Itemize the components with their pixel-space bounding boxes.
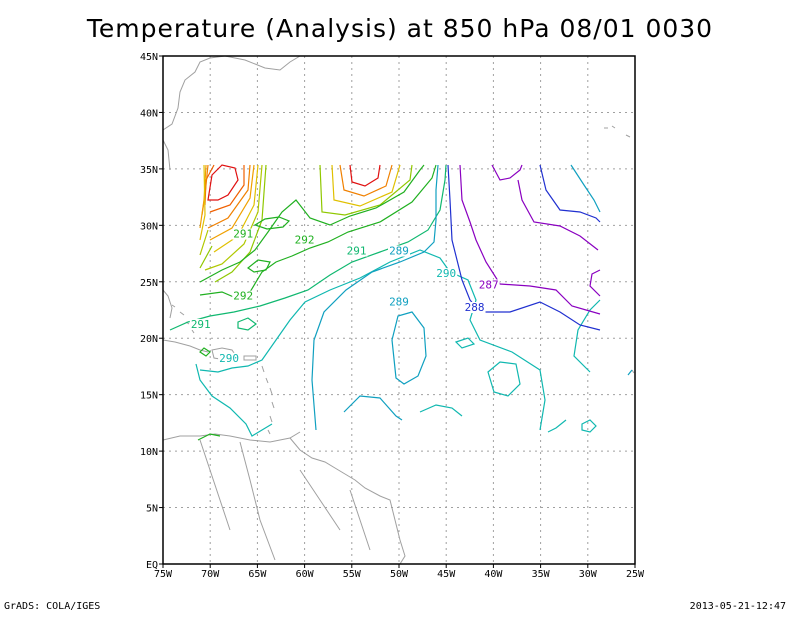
x-tick-label: 75W xyxy=(154,569,173,580)
x-tick-label: 55W xyxy=(343,569,362,580)
contour-label: 290 xyxy=(436,267,456,280)
contour-label-bg xyxy=(232,290,255,302)
y-tick-label: 10N xyxy=(140,447,158,458)
contour-label-bg xyxy=(463,302,486,313)
x-tick-label: 30W xyxy=(579,569,598,580)
x-tick-label: 70W xyxy=(201,569,220,580)
contour-label-bg xyxy=(388,245,410,257)
y-tick-label: EQ xyxy=(146,560,158,571)
x-tick-label: 65W xyxy=(248,569,267,580)
footer-timestamp: 2013-05-21-12:47 xyxy=(689,601,786,612)
x-tick-label: 45W xyxy=(437,569,456,580)
x-tick-label: 50W xyxy=(390,569,409,580)
x-tick-label: 35W xyxy=(532,569,551,580)
coastline xyxy=(162,55,635,565)
contour-label-bg xyxy=(218,352,241,364)
footer-credit: GrADS: COLA/IGES xyxy=(4,601,101,612)
contour-label: 292 xyxy=(295,233,315,246)
y-tick-label: 25N xyxy=(140,278,158,289)
contour-label: 291 xyxy=(347,245,367,258)
contour-label-bg xyxy=(232,228,255,240)
contour-label-bg xyxy=(189,318,212,330)
y-tick-label: 15N xyxy=(140,391,158,402)
axis-ticks: 75W 70W 65W 60W 55W 50W 45W 40W 35W 30W 25W EQ 5N 10N… xyxy=(140,52,645,580)
contour-label: 289 xyxy=(389,295,409,308)
contour-label-bg xyxy=(293,234,316,246)
lat-lon-grid xyxy=(163,56,635,564)
contour-label-bg xyxy=(388,296,410,308)
y-tick-label: 45N xyxy=(140,52,158,63)
contour-label: 291 xyxy=(233,228,253,241)
map-title: Temperature (Analysis) at 850 hPa 08/01 … xyxy=(86,14,714,43)
contour-label: 292 xyxy=(233,290,253,303)
y-tick-label: 20N xyxy=(140,334,158,345)
y-tick-label: 30N xyxy=(140,221,158,232)
contour-label: 291 xyxy=(191,318,211,331)
x-tick-label: 25W xyxy=(626,569,645,580)
y-tick-label: 5N xyxy=(146,504,158,515)
x-tick-label: 40W xyxy=(484,569,503,580)
contour-label: 289 xyxy=(389,245,409,258)
contour-label: 287 xyxy=(479,278,499,291)
contour-label-bg xyxy=(345,245,368,257)
contour-labels: 291 292 291 289 290 287 288 289 292 291 290 xyxy=(189,228,500,365)
contour-label-bg xyxy=(477,279,500,291)
contour-label-bg xyxy=(435,268,458,280)
y-tick-label: 40N xyxy=(140,108,158,119)
y-tick-label: 35N xyxy=(140,165,158,176)
contour-label: 288 xyxy=(465,301,485,314)
x-tick-label: 60W xyxy=(296,569,315,580)
contour-label: 290 xyxy=(219,352,239,365)
